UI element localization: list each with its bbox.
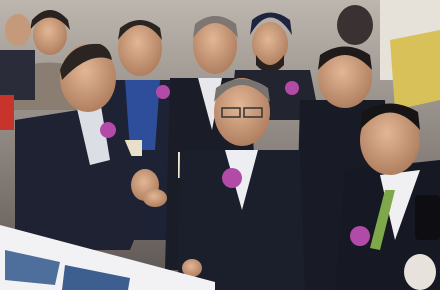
hand bbox=[143, 189, 167, 207]
person-head bbox=[337, 5, 373, 45]
flower bbox=[350, 226, 370, 246]
person-face bbox=[5, 14, 31, 46]
sweater bbox=[125, 80, 160, 150]
red-sign bbox=[0, 95, 14, 130]
camera bbox=[415, 195, 440, 240]
photo bbox=[0, 0, 440, 290]
person-body bbox=[0, 50, 35, 100]
page bbox=[0, 0, 440, 290]
flower bbox=[100, 122, 116, 138]
hand bbox=[404, 254, 436, 290]
flower bbox=[156, 85, 170, 99]
yellow-object bbox=[390, 30, 440, 110]
flower bbox=[285, 81, 299, 95]
flower bbox=[222, 168, 242, 188]
